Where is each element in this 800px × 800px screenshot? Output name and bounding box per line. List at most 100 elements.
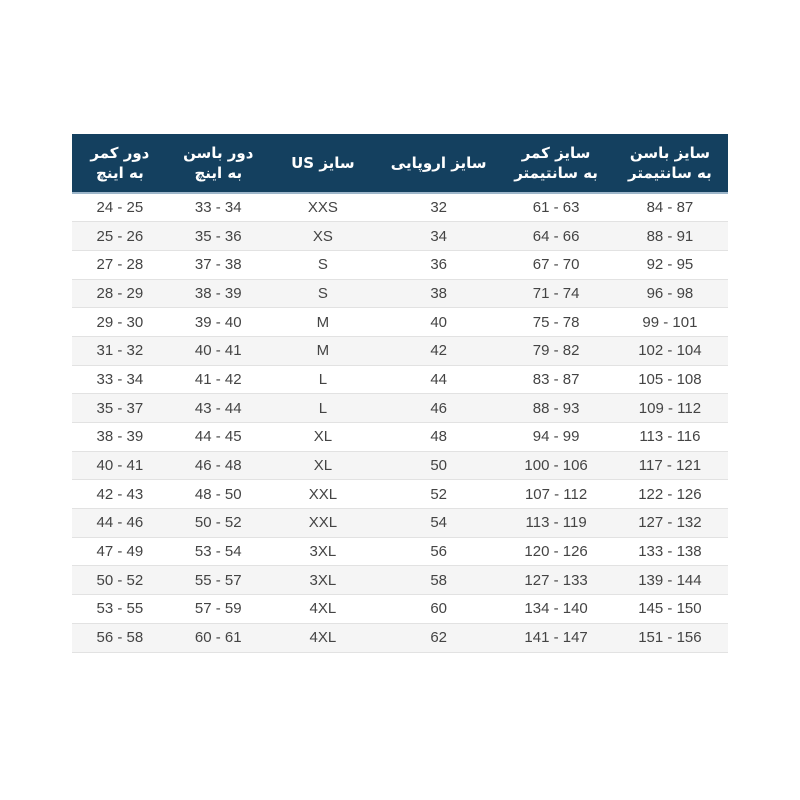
table-cell: 50	[377, 451, 501, 481]
table-cell: 35 - 36	[167, 221, 269, 251]
header-label-line1: دور باسن	[183, 144, 254, 162]
table-cell: 42 - 43	[72, 479, 168, 510]
table-cell: 46	[377, 393, 501, 423]
table-cell: 53 - 55	[72, 594, 168, 624]
header-us-size: سایز US	[268, 134, 378, 194]
table-cell: 39 - 40	[167, 307, 269, 337]
header-row: دور کمر به اینچ دور باسن به اینچ سایز US…	[72, 134, 728, 194]
table-row: 25 - 26 35 - 36 XS 34 64 - 66 88 - 91	[72, 221, 728, 251]
table-cell: 27 - 28	[72, 250, 168, 280]
table-cell: 67 - 70	[500, 250, 612, 280]
table-cell: 145 - 150	[611, 594, 728, 624]
header-label-line1: دور کمر	[90, 144, 150, 162]
size-table-body: 24 - 25 33 - 34 XXS 32 61 - 63 84 - 87 25 - 26…	[72, 193, 728, 653]
table-cell: 35 - 37	[72, 393, 168, 423]
table-cell: 33 - 34	[72, 365, 168, 395]
table-row: 31 - 32 40 - 41 M 42 79 - 82 102 - 104	[72, 336, 728, 366]
table-cell: 134 - 140	[500, 594, 612, 624]
table-row: 56 - 58 60 - 61 4XL 62 141 - 147 151 - 156	[72, 623, 728, 653]
table-cell: 56 - 58	[72, 623, 168, 653]
table-cell: 64 - 66	[500, 221, 612, 251]
table-cell: XXL	[268, 508, 378, 538]
table-cell: 38 - 39	[167, 279, 269, 309]
table-cell: 40 - 41	[72, 451, 168, 481]
table-cell: 88 - 93	[500, 393, 612, 423]
table-cell: 37 - 38	[167, 250, 269, 280]
table-cell: 113 - 116	[611, 422, 728, 452]
table-cell: 40 - 41	[167, 336, 269, 366]
table-cell: 60 - 61	[167, 623, 269, 653]
table-row: 44 - 46 50 - 52 XXL 54 113 - 119 127 - 132	[72, 508, 728, 538]
table-cell: 32	[377, 193, 501, 223]
table-row: 28 - 29 38 - 39 S 38 71 - 74 96 - 98	[72, 279, 728, 309]
table-cell: 54	[377, 508, 501, 538]
header-label-line2: به سانتیمتر	[628, 164, 712, 182]
header-label-line1: سایز کمر	[521, 144, 591, 162]
table-cell: 100 - 106	[500, 451, 612, 481]
table-cell: 122 - 126	[611, 479, 728, 510]
table-cell: 151 - 156	[611, 623, 728, 653]
table-cell: 44 - 46	[72, 508, 168, 538]
table-cell: 83 - 87	[500, 365, 612, 395]
table-row: 42 - 43 48 - 50 XXL 52 107 - 112 122 - 126	[72, 479, 728, 510]
table-cell: 127 - 132	[611, 508, 728, 538]
table-row: 35 - 37 43 - 44 L 46 88 - 93 109 - 112	[72, 393, 728, 423]
header-label-line2: به اینچ	[194, 164, 243, 182]
table-row: 50 - 52 55 - 57 3XL 58 127 - 133 139 - 144	[72, 565, 728, 596]
table-cell: 56	[377, 537, 501, 567]
table-cell: 47 - 49	[72, 537, 168, 567]
table-cell: XS	[268, 221, 378, 251]
table-cell: 38	[377, 279, 501, 309]
table-cell: 105 - 108	[611, 365, 728, 395]
table-cell: 127 - 133	[500, 565, 612, 596]
header-label-line2: به سانتیمتر	[514, 164, 598, 182]
table-cell: 43 - 44	[167, 393, 269, 423]
table-cell: 33 - 34	[167, 193, 269, 223]
table-cell: 36	[377, 250, 501, 280]
table-cell: 71 - 74	[500, 279, 612, 309]
header-hip-inches: دور باسن به اینچ	[167, 134, 269, 194]
table-cell: 28 - 29	[72, 279, 168, 309]
table-cell: 92 - 95	[611, 250, 728, 280]
table-cell: 44	[377, 365, 501, 395]
size-chart-table: دور کمر به اینچ دور باسن به اینچ سایز US…	[72, 134, 728, 653]
table-cell: 84 - 87	[611, 193, 728, 223]
table-cell: 4XL	[268, 594, 378, 624]
table-cell: XL	[268, 451, 378, 481]
table-cell: 3XL	[268, 565, 378, 596]
table-cell: 41 - 42	[167, 365, 269, 395]
header-waist-cm: سایز کمر به سانتیمتر	[500, 134, 612, 194]
table-header: دور کمر به اینچ دور باسن به اینچ سایز US…	[72, 134, 728, 194]
table-row: 38 - 39 44 - 45 XL 48 94 - 99 113 - 116	[72, 422, 728, 452]
table-cell: XL	[268, 422, 378, 452]
table-cell: 3XL	[268, 537, 378, 567]
table-cell: 102 - 104	[611, 336, 728, 366]
table-cell: 96 - 98	[611, 279, 728, 309]
table-cell: 55 - 57	[167, 565, 269, 596]
table-cell: S	[268, 250, 378, 280]
table-cell: 34	[377, 221, 501, 251]
table-cell: 50 - 52	[167, 508, 269, 538]
table-cell: M	[268, 336, 378, 366]
table-cell: 94 - 99	[500, 422, 612, 452]
table-row: 40 - 41 46 - 48 XL 50 100 - 106 117 - 121	[72, 451, 728, 481]
table-cell: 38 - 39	[72, 422, 168, 452]
table-cell: 44 - 45	[167, 422, 269, 452]
header-waist-inches: دور کمر به اینچ	[72, 134, 168, 194]
table-row: 47 - 49 53 - 54 3XL 56 120 - 126 133 - 138	[72, 537, 728, 567]
table-cell: 57 - 59	[167, 594, 269, 624]
table-cell: 75 - 78	[500, 307, 612, 337]
table-cell: 113 - 119	[500, 508, 612, 538]
table-cell: 25 - 26	[72, 221, 168, 251]
table-cell: 99 - 101	[611, 307, 728, 337]
table-cell: 31 - 32	[72, 336, 168, 366]
table-cell: 50 - 52	[72, 565, 168, 596]
table-cell: S	[268, 279, 378, 309]
table-cell: 61 - 63	[500, 193, 612, 223]
header-label-line1: سایز باسن	[629, 144, 710, 162]
table-cell: 107 - 112	[500, 479, 612, 510]
table-cell: M	[268, 307, 378, 337]
table-cell: 4XL	[268, 623, 378, 653]
table-cell: 53 - 54	[167, 537, 269, 567]
